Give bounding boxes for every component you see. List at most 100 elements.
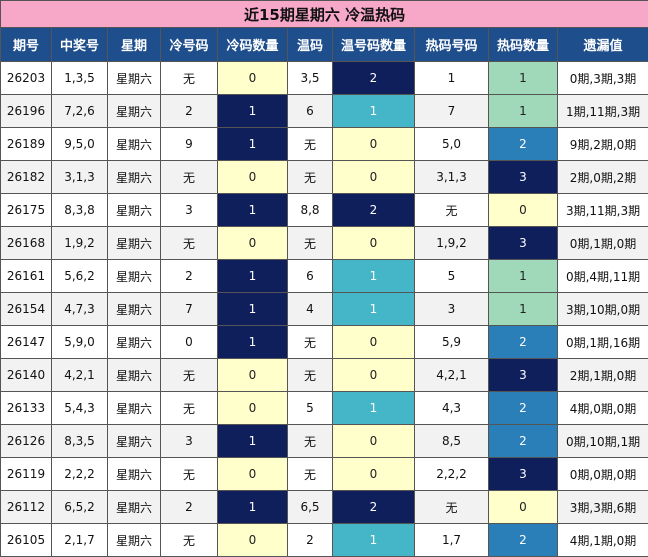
cell-weekday: 星期六 [107,127,161,161]
cell-cold: 无 [160,457,218,491]
table-row: 26126 8,3,5 星期六 3 1 无 0 8,5 2 0期,10期,1期 [0,424,648,458]
cell-issue: 26182 [0,160,52,194]
cell-cold-count: 1 [217,292,288,326]
cell-issue: 26119 [0,457,52,491]
table-row: 26161 5,6,2 星期六 2 1 6 1 5 1 0期,4期,11期 [0,259,648,293]
cell-weekday: 星期六 [107,424,161,458]
cell-hot: 1 [414,61,489,95]
cell-warm-count: 1 [332,391,415,425]
cell-issue: 26154 [0,292,52,326]
cell-cold-count: 1 [217,325,288,359]
cell-cold-count: 0 [217,61,288,95]
cell-warm: 8,8 [287,193,333,227]
table-row: 26119 2,2,2 星期六无 0 无 0 2,2,2 3 0期,0期,0期 [0,457,648,491]
cell-issue: 26126 [0,424,52,458]
cell-number: 8,3,5 [51,424,108,458]
cell-warm: 无 [287,325,333,359]
cell-hot-count: 3 [488,358,558,392]
cell-warm-count: 2 [332,193,415,227]
table-row: 26147 5,9,0 星期六 0 1 无 0 5,9 2 0期,1期,16期 [0,325,648,359]
cell-weekday: 星期六 [107,94,161,128]
header-cold-count: 冷码数量 [217,27,288,62]
cell-warm-count: 0 [332,127,415,161]
cell-hot-count: 2 [488,391,558,425]
cell-cold-count: 1 [217,127,288,161]
cell-hot-count: 1 [488,259,558,293]
cell-warm: 6,5 [287,490,333,524]
table-body: 26203 1,3,5 星期六无 0 3,5 2 1 1 0期,3期,3期 26196 7,2,6 星… [0,61,648,557]
cell-issue: 26112 [0,490,52,524]
cell-missing: 0期,1期,16期 [556,325,648,359]
cell-cold: 7 [160,292,218,326]
cell-missing: 9期,2期,0期 [556,127,648,161]
cell-missing: 0期,0期,0期 [556,457,648,491]
cell-issue: 26147 [0,325,52,359]
cell-issue: 26105 [0,523,52,557]
cell-warm-count: 1 [332,259,415,293]
cell-weekday: 星期六 [107,61,161,95]
table-row: 26196 7,2,6 星期六 2 1 6 1 7 1 1期,11期,3期 [0,94,648,128]
cell-number: 3,1,3 [51,160,108,194]
table-row: 26112 6,5,2 星期六 2 1 6,5 2 无 0 3期,3期,6期 [0,490,648,524]
cell-hot: 3 [414,292,489,326]
cell-weekday: 星期六 [107,193,161,227]
table-row: 26140 4,2,1 星期六无 0 无 0 4,2,1 3 2期,1期,0期 [0,358,648,392]
cell-cold: 0 [160,325,218,359]
cell-hot: 5,0 [414,127,489,161]
cell-warm-count: 0 [332,325,415,359]
cell-issue: 26203 [0,61,52,95]
cell-hot-count: 3 [488,457,558,491]
cell-warm: 无 [287,160,333,194]
header-warm: 温码 [287,27,333,62]
table-row: 26154 4,7,3 星期六 7 1 4 1 3 1 3期,10期,0期 [0,292,648,326]
cell-missing: 4期,1期,0期 [556,523,648,557]
table-row: 26133 5,4,3 星期六无 0 5 1 4,3 2 4期,0期,0期 [0,391,648,425]
cell-cold: 无 [160,391,218,425]
cell-hot: 无 [414,490,489,524]
cell-number: 5,9,0 [51,325,108,359]
cell-number: 9,5,0 [51,127,108,161]
cell-number: 4,7,3 [51,292,108,326]
cell-hot-count: 2 [488,127,558,161]
table-row: 26105 2,1,7 星期六无 0 2 1 1,7 2 4期,1期,0期 [0,523,648,557]
cell-weekday: 星期六 [107,490,161,524]
cell-hot: 4,3 [414,391,489,425]
cell-missing: 2期,0期,2期 [556,160,648,194]
cell-missing: 0期,1期,0期 [556,226,648,260]
cell-hot-count: 1 [488,61,558,95]
cell-number: 5,4,3 [51,391,108,425]
cell-cold-count: 1 [217,193,288,227]
cell-issue: 26133 [0,391,52,425]
cell-issue: 26161 [0,259,52,293]
table-row: 26203 1,3,5 星期六无 0 3,5 2 1 1 0期,3期,3期 [0,61,648,95]
cell-hot: 无 [414,193,489,227]
cell-warm: 6 [287,259,333,293]
cell-missing: 4期,0期,0期 [556,391,648,425]
cell-warm: 无 [287,424,333,458]
header-warm-count: 温号码数量 [332,27,415,62]
cell-warm-count: 0 [332,457,415,491]
cell-cold: 2 [160,490,218,524]
cell-hot: 2,2,2 [414,457,489,491]
cell-weekday: 星期六 [107,358,161,392]
cell-hot-count: 2 [488,523,558,557]
cell-warm: 无 [287,358,333,392]
cell-warm-count: 0 [332,226,415,260]
cell-hot-count: 0 [488,193,558,227]
cell-warm-count: 1 [332,292,415,326]
cell-cold-count: 0 [217,160,288,194]
cell-warm: 无 [287,457,333,491]
cell-issue: 26175 [0,193,52,227]
cell-cold-count: 0 [217,457,288,491]
header-cold: 冷号码 [160,27,218,62]
cell-weekday: 星期六 [107,259,161,293]
cell-cold: 3 [160,424,218,458]
cell-number: 2,2,2 [51,457,108,491]
cell-hot-count: 1 [488,94,558,128]
header-issue: 期号 [0,27,52,62]
cell-warm: 4 [287,292,333,326]
header-weekday: 星期 [107,27,161,62]
cell-cold-count: 0 [217,358,288,392]
cell-issue: 26196 [0,94,52,128]
